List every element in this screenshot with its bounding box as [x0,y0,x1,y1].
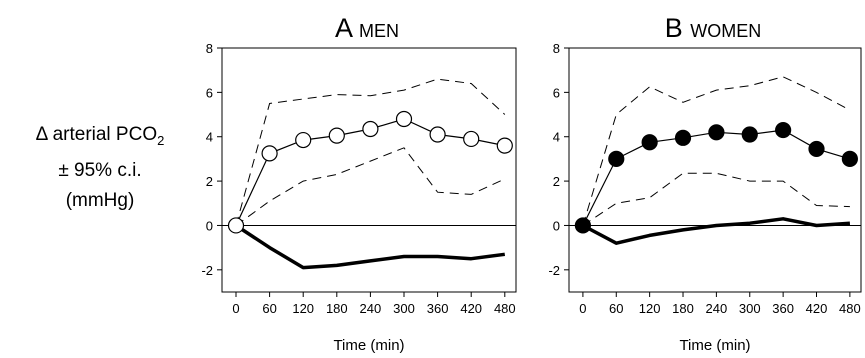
data-point [496,137,513,154]
x-tick-label: 60 [262,301,276,316]
x-tick-label: 180 [672,301,694,316]
panel-letter: B [665,13,691,43]
data-point [261,145,278,162]
data-point [395,110,413,128]
y-tick-label: 2 [553,174,560,189]
y-tick-label: 6 [206,85,213,100]
series-line-lower-ci [235,147,506,226]
series-line-upper-ci [235,78,506,226]
y-tick-label: 0 [206,218,213,233]
panel-b: -2 0 2 4 6 8 0 60 120 180 240 300 360 420 480 Time (min… [548,13,862,354]
data-point [741,126,758,143]
data-point [641,134,658,151]
series-line-other [582,217,851,245]
x-tick-label: 240 [360,301,382,316]
y-tick-label: 8 [206,41,213,56]
y-tick-label: 6 [553,85,560,100]
y-axis-label: Δ arterial PCO2 ± 95% c.i. (mmHg) [0,120,200,216]
panel-title-text: MEN [359,21,399,41]
x-tick-label: 360 [772,301,794,316]
panel-title-text: WOMEN [690,21,761,41]
x-tick-label: 480 [839,301,861,316]
x-tick-label: 240 [706,301,728,316]
data-point [608,150,625,168]
y-tick-label: -2 [201,263,213,278]
data-point [574,217,592,234]
y-tick-label: -2 [548,263,560,278]
y-tick-label: 0 [553,218,560,233]
y-tick-label: 4 [206,130,213,145]
series-line-upper-ci [582,76,851,226]
plot-frame [568,47,862,293]
x-tick-label: 0 [232,301,239,316]
data-point [775,121,792,139]
x-tick-label: 300 [393,301,415,316]
x-tick-label: 360 [427,301,449,316]
data-point [362,120,379,138]
data-point [841,150,858,168]
y-axis-label-line3: (mmHg) [65,189,135,211]
x-tick-label: 180 [326,301,348,316]
y-axis-label-line1: Δ arterial PCO2 [35,124,165,148]
x-axis-label: Time (min) [333,337,404,354]
x-tick-label: 420 [460,301,482,316]
panel-title: A MEN [335,13,399,43]
x-tick-label: 0 [579,301,586,316]
data-point [463,130,480,148]
x-tick-label: 60 [609,301,623,316]
data-point [674,129,692,146]
y-tick-label: 8 [553,41,560,56]
x-tick-label: 120 [292,301,314,316]
panel-title: B WOMEN [665,13,762,43]
x-axis-label: Time (min) [679,337,750,354]
x-tick-label: 300 [739,301,761,316]
x-tick-label: 480 [494,301,516,316]
data-point [295,131,312,149]
data-point [328,127,345,144]
y-tick-label: 4 [553,130,560,145]
panel-a: -2 0 2 4 6 8 0 60 120 180 240 300 360 420 480 Time (min… [201,13,517,354]
data-point [708,124,725,141]
x-tick-label: 120 [639,301,661,316]
series-line-lower-ci [582,172,850,226]
x-tick-label: 420 [806,301,828,316]
plot-frame [221,47,517,293]
data-point [808,140,825,158]
data-point [429,126,446,143]
y-tick-label: 2 [206,174,213,189]
data-point [227,217,245,234]
series-line-other [235,224,506,270]
panel-letter: A [335,13,359,43]
y-axis-label-line2: ± 95% c.i. [58,159,142,181]
